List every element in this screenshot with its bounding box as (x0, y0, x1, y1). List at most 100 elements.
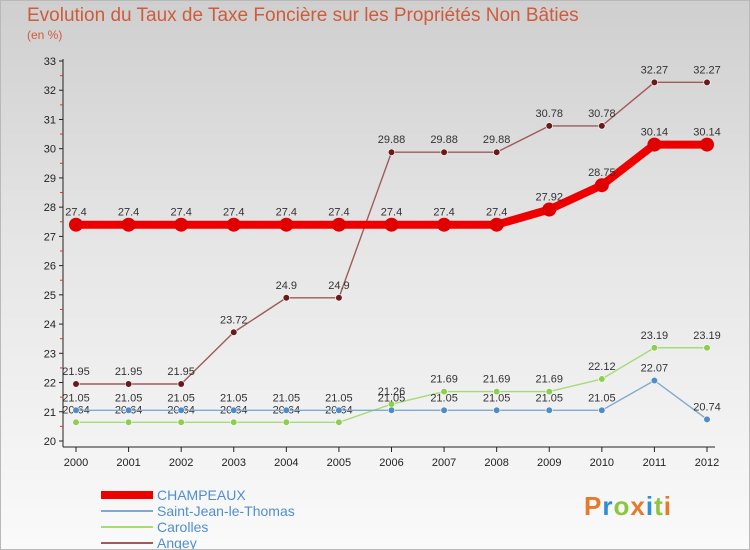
data-point (230, 406, 238, 414)
data-point (282, 294, 290, 302)
data-point (121, 217, 136, 232)
legend-label: Angey (157, 535, 197, 550)
data-point (700, 137, 714, 152)
data-point (703, 78, 711, 86)
data-point (650, 376, 659, 385)
data-label: 21.95 (115, 366, 143, 378)
data-label: 21.26 (378, 386, 406, 398)
x-tick-label: 2008 (484, 457, 508, 469)
x-tick-label: 2004 (274, 457, 298, 469)
data-label: 24.9 (276, 280, 297, 292)
data-label: 21.69 (483, 374, 511, 386)
data-label: 30.14 (641, 127, 669, 139)
data-point (598, 375, 606, 383)
data-point (493, 148, 501, 156)
data-point (703, 344, 711, 352)
data-label: 27.4 (170, 207, 191, 219)
logo-letter: r (602, 491, 614, 521)
data-label: 27.4 (65, 207, 86, 219)
data-point (124, 418, 133, 426)
data-point (440, 388, 448, 396)
data-label: 27.92 (535, 191, 563, 203)
x-tick-label: 2010 (590, 457, 614, 469)
data-label: 29.88 (430, 134, 458, 146)
data-label: 27.4 (486, 207, 507, 219)
data-label: 30.78 (535, 108, 563, 120)
data-point (279, 217, 294, 232)
data-label: 27.4 (118, 207, 139, 219)
data-point (282, 406, 290, 414)
y-tick-label: 27 (44, 231, 56, 243)
x-tick-label: 2012 (695, 457, 719, 469)
x-tick-label: 2006 (379, 457, 403, 469)
data-point (647, 137, 662, 152)
data-point (489, 217, 504, 232)
data-point (437, 217, 452, 232)
data-label: 21.05 (167, 392, 195, 404)
data-point (598, 406, 606, 414)
data-point (177, 380, 185, 388)
logo-letter: i (663, 491, 672, 521)
data-label: 21.95 (62, 366, 90, 378)
chart-unit-label: (en %) (27, 28, 63, 42)
series-carolles: 20.6420.6420.6420.6420.6420.6421.2621.69… (62, 330, 721, 426)
data-label: 27.4 (433, 207, 454, 219)
data-point (72, 380, 80, 388)
data-point (72, 418, 80, 426)
data-label: 32.27 (641, 64, 669, 76)
data-label: 21.95 (167, 366, 195, 378)
data-point (177, 418, 185, 426)
legend-label: CHAMPEAUX (157, 487, 246, 503)
y-tick-label: 23 (44, 348, 56, 360)
logo-letter: t (654, 491, 664, 521)
y-tick-label: 33 (44, 56, 56, 68)
series-angey: 21.95 21.95 21.95 23.72 24.9 24.9 29.88 29.88 29… (62, 64, 721, 388)
data-point (174, 217, 189, 232)
data-point (230, 418, 238, 426)
y-tick-label: 20 (44, 436, 56, 448)
legend-label: Carolles (157, 519, 209, 535)
data-label: 20.74 (693, 401, 721, 413)
series-line (75, 81, 708, 385)
data-label: 22.12 (588, 361, 616, 373)
data-point (387, 148, 396, 156)
data-label: 21.05 (325, 392, 353, 404)
data-point (226, 217, 241, 232)
chart-title: Evolution du Taux de Taxe Foncière sur l… (27, 5, 579, 26)
data-label: 29.88 (483, 134, 511, 146)
data-label: 27.4 (276, 207, 297, 219)
data-point (282, 418, 290, 426)
logo-letter: x (630, 491, 646, 521)
data-point (440, 406, 448, 414)
y-tick-label: 29 (44, 173, 56, 185)
y-tick-label: 32 (44, 85, 56, 97)
data-point (335, 418, 343, 426)
data-point (384, 217, 399, 232)
data-point (177, 406, 185, 414)
data-label: 27.4 (223, 207, 244, 219)
data-point (230, 328, 238, 336)
data-label: 21.05 (535, 392, 563, 404)
y-tick-label: 25 (44, 290, 56, 302)
data-point (594, 178, 609, 193)
y-tick-label: 31 (44, 114, 56, 126)
legend-label: Saint-Jean-le-Thomas (157, 503, 295, 519)
legend-swatch (101, 542, 153, 544)
data-label: 30.14 (693, 127, 721, 139)
data-point (335, 406, 343, 414)
x-tick-label: 2001 (116, 457, 140, 469)
data-point (335, 294, 343, 302)
data-label: 21.05 (273, 392, 301, 404)
data-label: 22.07 (641, 362, 669, 374)
y-tick-label: 21 (44, 407, 56, 419)
legend-swatch (101, 510, 153, 512)
data-label: 29.88 (378, 134, 406, 146)
data-label: 23.19 (641, 330, 669, 342)
data-label: 21.05 (378, 392, 406, 404)
y-tick-label: 28 (44, 202, 56, 214)
x-tick-label: 2005 (327, 457, 351, 469)
legend-swatch (101, 526, 153, 528)
data-point (124, 380, 133, 388)
